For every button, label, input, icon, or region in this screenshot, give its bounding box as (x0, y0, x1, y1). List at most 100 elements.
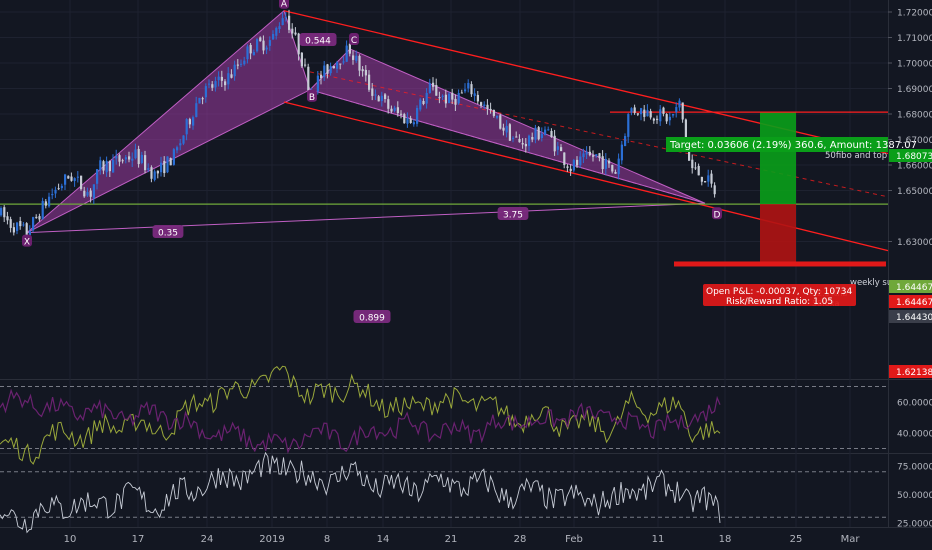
candle[interactable] (179, 138, 182, 151)
candle[interactable] (630, 107, 633, 116)
candle[interactable] (457, 89, 460, 105)
candle[interactable] (272, 30, 275, 40)
candle[interactable] (6, 211, 9, 225)
candle[interactable] (144, 150, 147, 174)
candle[interactable] (323, 60, 326, 81)
candle[interactable] (534, 124, 537, 144)
candle[interactable] (316, 70, 319, 95)
candle[interactable] (537, 126, 540, 141)
candle[interactable] (361, 66, 364, 77)
candle[interactable] (246, 44, 249, 64)
candle[interactable] (371, 83, 374, 101)
candle[interactable] (208, 79, 211, 88)
candle[interactable] (659, 105, 662, 126)
candle[interactable] (105, 156, 108, 177)
candle[interactable] (636, 113, 639, 117)
candle[interactable] (233, 60, 236, 81)
candle[interactable] (243, 56, 246, 66)
candle[interactable] (240, 59, 243, 68)
candle[interactable] (412, 119, 415, 127)
candle[interactable] (486, 99, 489, 115)
candle[interactable] (278, 22, 281, 34)
candle[interactable] (352, 50, 355, 65)
candle[interactable] (121, 158, 124, 164)
candle[interactable] (614, 169, 617, 174)
candle[interactable] (524, 138, 527, 153)
candle[interactable] (201, 96, 204, 105)
candle[interactable] (604, 153, 607, 175)
candle[interactable] (297, 32, 300, 61)
candle[interactable] (265, 45, 268, 55)
candle[interactable] (528, 134, 531, 152)
candle[interactable] (300, 52, 303, 68)
candle[interactable] (665, 113, 668, 124)
candle[interactable] (444, 89, 447, 108)
candle[interactable] (505, 120, 508, 138)
candle[interactable] (32, 216, 35, 233)
candle[interactable] (544, 126, 547, 136)
candle[interactable] (611, 164, 614, 174)
candle[interactable] (649, 108, 652, 120)
candle[interactable] (438, 91, 441, 104)
candle[interactable] (288, 9, 291, 34)
candle[interactable] (633, 104, 636, 115)
candle[interactable] (364, 65, 367, 82)
osc2-line[interactable] (0, 451, 721, 534)
candle[interactable] (73, 177, 76, 187)
candle[interactable] (150, 165, 153, 183)
candle[interactable] (508, 123, 511, 141)
candle[interactable] (307, 63, 310, 94)
candle[interactable] (336, 60, 339, 73)
price-pane[interactable]: X A B C D 0.544 0.35 3.75 0.899 Target: 0.03606 (… (0, 0, 917, 324)
candle[interactable] (86, 187, 89, 197)
candle[interactable] (531, 132, 534, 143)
candle[interactable] (195, 96, 198, 118)
price-tag[interactable] (889, 365, 932, 378)
candle[interactable] (400, 110, 403, 119)
candle[interactable] (67, 175, 70, 179)
candle[interactable] (70, 172, 73, 182)
candle[interactable] (60, 183, 63, 191)
candle[interactable] (153, 169, 156, 182)
candle[interactable] (377, 95, 380, 102)
candle[interactable] (499, 113, 502, 130)
candle[interactable] (96, 168, 99, 190)
candle[interactable] (547, 126, 550, 131)
candle[interactable] (476, 90, 479, 105)
candle[interactable] (598, 152, 601, 162)
candle[interactable] (99, 156, 102, 175)
candle[interactable] (12, 222, 15, 236)
candle[interactable] (656, 115, 659, 124)
candle[interactable] (624, 133, 627, 147)
candle[interactable] (256, 38, 259, 53)
candle[interactable] (694, 162, 697, 170)
candle[interactable] (268, 36, 271, 51)
candle[interactable] (713, 182, 716, 198)
candle[interactable] (396, 101, 399, 117)
candle[interactable] (540, 127, 543, 142)
candle[interactable] (230, 69, 233, 79)
candle[interactable] (646, 104, 649, 117)
candle[interactable] (281, 12, 284, 26)
price-axis[interactable]: 1.72000 1.71000 1.70000 1.69000 1.68000 1.670… (888, 9, 932, 530)
candle[interactable] (342, 56, 345, 65)
candle[interactable] (553, 129, 556, 156)
candle[interactable] (326, 63, 329, 79)
candle[interactable] (192, 115, 195, 130)
candle[interactable] (464, 83, 467, 94)
candle[interactable] (16, 221, 19, 235)
candle[interactable] (435, 78, 438, 96)
candle[interactable] (595, 154, 598, 158)
candle[interactable] (172, 147, 175, 166)
osc1-line-slow[interactable] (0, 388, 721, 454)
candle[interactable] (44, 199, 47, 209)
candle[interactable] (224, 79, 227, 91)
candle[interactable] (259, 36, 262, 42)
candle[interactable] (204, 83, 207, 103)
xd-line[interactable] (26, 202, 706, 234)
candle[interactable] (422, 98, 425, 106)
oscillator-2-pane[interactable] (0, 451, 888, 534)
candle[interactable] (51, 188, 54, 200)
candle[interactable] (697, 163, 700, 176)
candle[interactable] (704, 180, 707, 183)
